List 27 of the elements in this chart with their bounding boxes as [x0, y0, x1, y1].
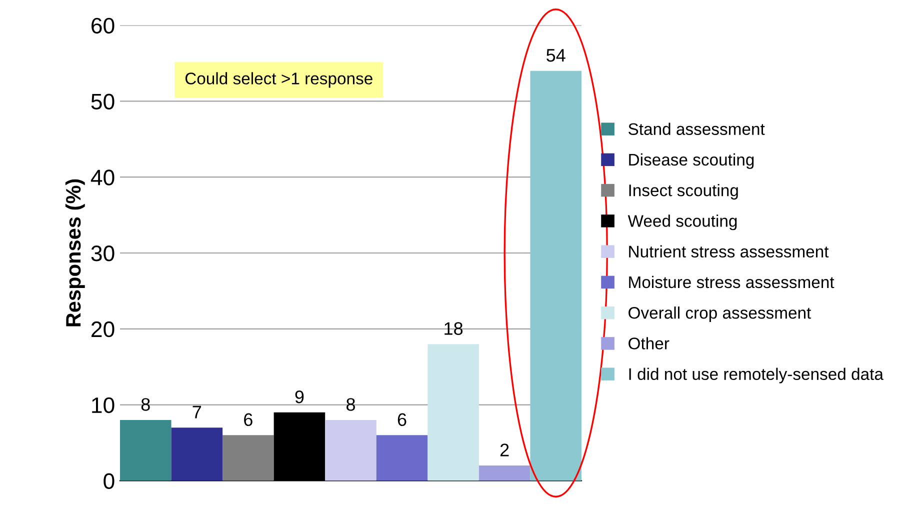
- legend-label: Nutrient stress assessment: [629, 245, 829, 258]
- data-label: 9: [295, 390, 304, 404]
- legend-label: Weed scouting: [628, 214, 737, 230]
- y-axis-title: Responses (%): [65, 179, 85, 326]
- legend-label: I did not use remotely-sensed data: [629, 368, 884, 384]
- y-tick-label: 40: [90, 170, 114, 186]
- data-label: 7: [192, 406, 202, 418]
- data-label: 8: [141, 398, 150, 411]
- y-tick-label: 50: [91, 94, 114, 110]
- data-label: 8: [346, 398, 355, 411]
- y-tick-label: 20: [92, 321, 114, 338]
- y-tick-label: 10: [92, 397, 114, 414]
- annotation: Could select >1 response: [185, 72, 372, 88]
- data-label: 6: [244, 413, 252, 426]
- y-tick-label: 60: [92, 18, 114, 34]
- y-tick-label: 0: [104, 473, 114, 489]
- data-label: 54: [546, 49, 566, 62]
- data-label: 6: [398, 413, 406, 426]
- legend-label: Disease scouting: [629, 153, 754, 169]
- data-label: 18: [444, 322, 463, 335]
- legend-label: Stand assessment: [628, 122, 765, 136]
- legend-label: Moisture stress assessment: [629, 276, 834, 288]
- legend-label: Overall crop assessment: [628, 306, 812, 322]
- data-label: 2: [500, 444, 509, 456]
- legend-label: Insect scouting: [629, 184, 738, 200]
- legend-label: Other: [628, 337, 670, 350]
- y-tick-label: 30: [91, 246, 114, 262]
